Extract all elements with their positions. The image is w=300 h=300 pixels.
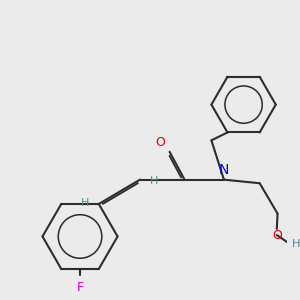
Text: O: O: [155, 136, 165, 149]
Text: H: H: [292, 238, 300, 249]
Text: H: H: [150, 176, 158, 187]
Text: N: N: [219, 163, 229, 177]
Text: O: O: [272, 229, 282, 242]
Text: F: F: [76, 281, 84, 294]
Text: H: H: [80, 198, 89, 208]
